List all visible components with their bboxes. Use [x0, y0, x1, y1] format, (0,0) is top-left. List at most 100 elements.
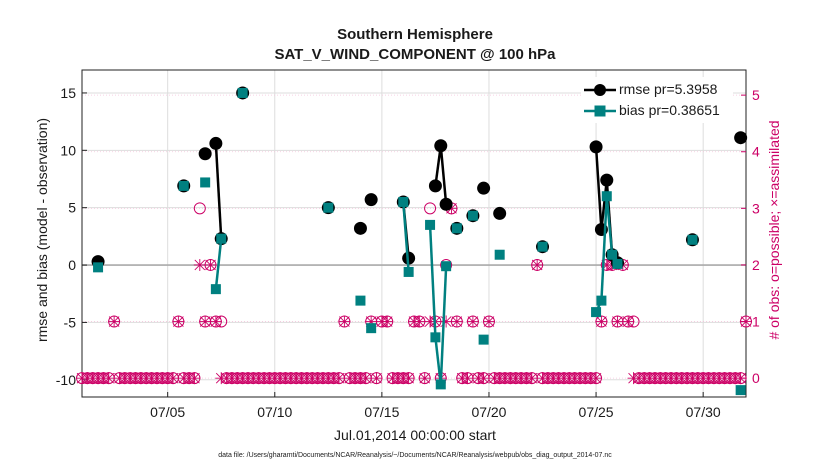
obs-assimilated-marker [466, 315, 479, 328]
bias-point [596, 295, 607, 306]
obs-assimilated-marker [418, 372, 431, 385]
y-tick-label: 5 [68, 200, 76, 216]
obs-assimilated-marker [365, 315, 378, 328]
obs-possible-marker [627, 315, 640, 328]
rmse-point [477, 181, 491, 195]
obs-possible-marker [424, 202, 437, 215]
bias-point [323, 202, 334, 213]
bias-point [441, 261, 452, 272]
obs-assimilated-marker [108, 315, 121, 328]
obs-assimilated-marker [167, 372, 180, 385]
bias-point [537, 241, 548, 252]
chart-subtitle: SAT_V_WIND_COMPONENT @ 100 hPa [274, 46, 556, 63]
obs-assimilated-marker [193, 258, 206, 271]
obs-assimilated-marker [590, 372, 603, 385]
series-line-segment [439, 266, 448, 385]
plot-frame [81, 69, 747, 398]
x-tick-label: 07/30 [686, 404, 721, 420]
y-right-tick-label: 2 [752, 257, 760, 273]
obs-assimilated-marker [525, 372, 538, 385]
obs-assimilated-marker [413, 315, 426, 328]
legend-item-bias: bias pr=0.38651 [581, 101, 733, 121]
obs-assimilated-marker [102, 372, 115, 385]
x-tick-label: 07/15 [364, 404, 399, 420]
series-line-segment [600, 180, 609, 230]
obs-assimilated-marker [740, 315, 752, 328]
y-right-tick-label: 0 [752, 370, 760, 386]
obs-assimilated-marker [440, 315, 453, 328]
legend-item-rmse: rmse pr=5.3958 [581, 80, 733, 100]
obs-assimilated-marker [595, 315, 608, 328]
series-line-segment [214, 143, 223, 239]
obs-assimilated-marker [734, 372, 747, 385]
y-tick-label: -5 [64, 314, 77, 330]
obs-assimilated-marker [172, 315, 185, 328]
bias-point [216, 233, 227, 244]
obs-assimilated-marker [359, 372, 372, 385]
y-tick-label: 15 [60, 85, 76, 101]
legend-bias-label: bias pr=0.38651 [619, 102, 720, 118]
data-file-footnote: data file: /Users/gharamti/Documents/NCA… [218, 452, 612, 459]
legend-rmse-label: rmse pr=5.3958 [619, 81, 718, 97]
y-right-tick-label: 1 [752, 314, 760, 330]
bias-point [612, 258, 623, 269]
rmse-point [734, 131, 748, 145]
obs-assimilated-marker [450, 315, 463, 328]
obs-assimilated-marker [611, 315, 624, 328]
rmse-point [439, 197, 453, 211]
x-tick-label: 07/25 [579, 404, 614, 420]
series-line-segment [428, 224, 437, 338]
legend: rmse pr=5.3958 bias pr=0.38651 [581, 77, 733, 123]
x-tick-label: 07/05 [150, 404, 185, 420]
obs-assimilated-marker [402, 372, 415, 385]
obs-possible-marker [193, 202, 206, 215]
y-tick-label: 10 [60, 142, 76, 158]
series-line-segment [600, 196, 609, 301]
rmse-point [209, 136, 223, 150]
obs-assimilated-marker [531, 258, 544, 271]
obs-count-markers [76, 202, 752, 385]
series-line-segment [594, 146, 603, 230]
bias-point [435, 379, 446, 390]
rmse-point [364, 193, 378, 207]
y-axis-label-right: # of obs: o=possible; ×=assimilated [766, 120, 782, 340]
series-bias [93, 87, 746, 396]
rmse-point [428, 179, 442, 193]
obs-assimilated-marker [338, 315, 351, 328]
y-axis-label-left: rmse and bias (model - observation) [34, 117, 50, 343]
y-tick-label: 0 [68, 257, 76, 273]
legend-bias-marker [584, 105, 616, 117]
bias-point [398, 196, 409, 207]
bias-point [451, 223, 462, 234]
obs-assimilated-marker [381, 315, 394, 328]
bias-point [425, 219, 436, 230]
bias-point [430, 332, 441, 343]
rmse-point [353, 221, 367, 235]
y-tick-label: -10 [56, 372, 76, 388]
bias-point [591, 307, 602, 318]
bias-point [210, 284, 221, 295]
rmse-point [600, 173, 614, 187]
obs-assimilated-marker [477, 372, 490, 385]
y-right-tick-label: 3 [752, 200, 760, 216]
chart-title: Southern Hemisphere [337, 26, 493, 43]
x-tick-label: 07/20 [471, 404, 506, 420]
bias-point [93, 262, 104, 273]
obs-assimilated-marker [445, 202, 458, 215]
y-right-tick-label: 4 [752, 144, 760, 160]
bias-point [237, 87, 248, 98]
rmse-point [493, 206, 507, 220]
bias-point [687, 234, 698, 245]
obs-assimilated-marker [204, 258, 217, 271]
bias-point [735, 385, 746, 396]
obs-possible-marker [215, 315, 228, 328]
bias-point [467, 210, 478, 221]
obs-assimilated-marker [370, 372, 383, 385]
y-right-tick-label: 5 [752, 87, 760, 103]
x-axis-label: Jul.01,2014 00:00:00 start [334, 427, 496, 443]
bias-point [178, 180, 189, 191]
bias-point [478, 334, 489, 345]
rmse-point [589, 140, 603, 154]
series-line-segment [214, 238, 223, 290]
